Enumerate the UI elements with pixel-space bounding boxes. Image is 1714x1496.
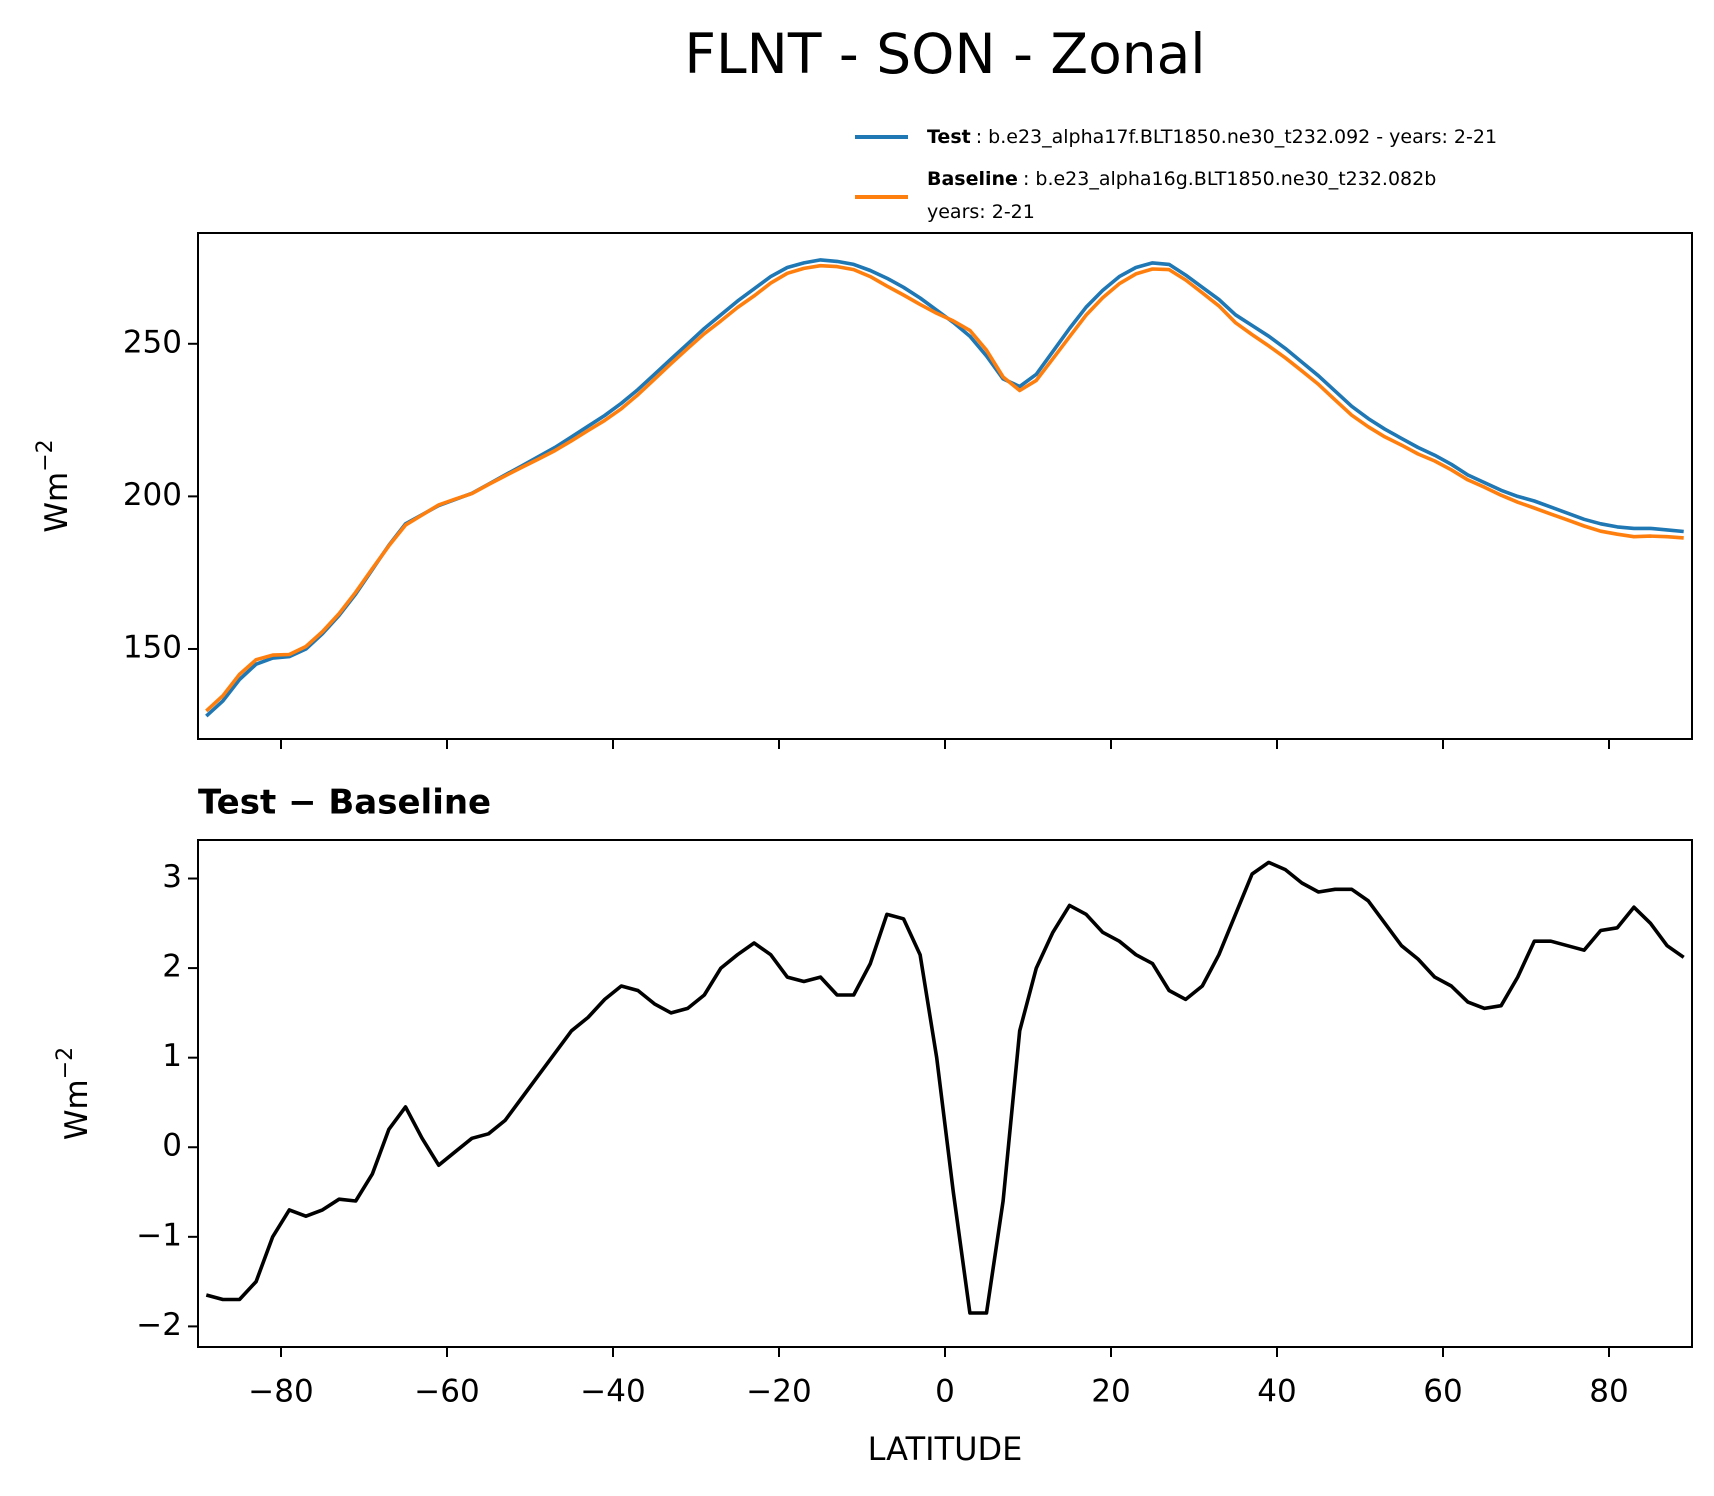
y-tick-label: −1 [136, 1217, 182, 1253]
y-axis-label: Wm−2 [33, 439, 75, 532]
y-tick-label: 2 [162, 949, 182, 985]
y-axis-label-exp: −2 [53, 1047, 78, 1079]
y-axis-label-base: Wm [39, 472, 75, 533]
axes-title: Test − Baseline [198, 783, 491, 823]
y-tick-label: 0 [162, 1128, 182, 1164]
data-line [205, 860, 1685, 1315]
y-tick-label: −2 [136, 1307, 182, 1343]
legend-text: : b.e23_alpha17f.BLT1850.ne30_t232.092 -… [976, 126, 1497, 148]
figure-title: FLNT - SON - Zonal [684, 22, 1205, 86]
x-tick-label: 20 [1091, 1374, 1130, 1410]
y-tick-label: 200 [123, 477, 182, 513]
x-tick-label: −60 [414, 1374, 479, 1410]
y-tick-label: 150 [123, 629, 182, 665]
legend-name: Baseline [927, 168, 1018, 190]
x-tick-label: −80 [248, 1374, 313, 1410]
x-tick-label: 80 [1589, 1374, 1628, 1410]
x-tick-label: 0 [935, 1374, 955, 1410]
legend-label: Test: b.e23_alpha17f.BLT1850.ne30_t232.0… [927, 126, 1497, 148]
y-tick-label: 1 [162, 1038, 182, 1074]
y-axis-label-exp: −2 [33, 439, 58, 471]
legend-label: Baseline: b.e23_alpha16g.BLT1850.ne30_t2… [927, 168, 1436, 190]
x-tick-label: 60 [1423, 1374, 1462, 1410]
x-tick-label: −40 [580, 1374, 645, 1410]
y-axis-label: Wm−2 [53, 1047, 95, 1140]
x-axis-label: LATITUDE [868, 1430, 1023, 1468]
x-tick-label: −20 [746, 1374, 811, 1410]
y-tick-label: 3 [162, 859, 182, 895]
legend-label: years: 2-21 [927, 201, 1035, 223]
axes-frame [197, 232, 1693, 740]
data-line [205, 263, 1684, 713]
x-tick-label: 40 [1257, 1374, 1296, 1410]
axes-frame [197, 839, 1693, 1348]
y-axis-label-base: Wm [59, 1079, 95, 1140]
y-tick-label: 250 [123, 324, 182, 360]
legend-text: : b.e23_alpha16g.BLT1850.ne30_t232.082b [1023, 168, 1436, 190]
legend-name: Test [927, 126, 971, 148]
legend-text: years: 2-21 [927, 201, 1035, 223]
